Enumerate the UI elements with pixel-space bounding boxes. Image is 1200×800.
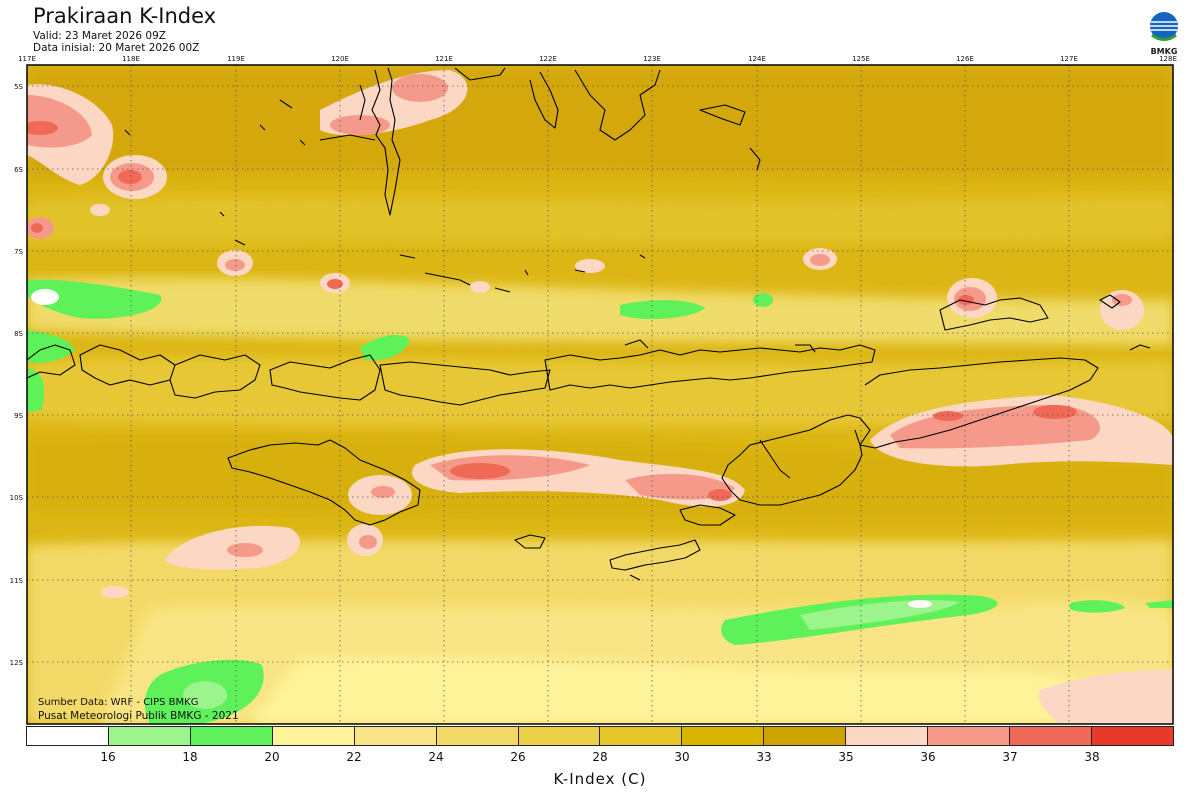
legend-tick-label: 30 — [674, 750, 690, 764]
legend-swatch — [600, 727, 683, 745]
legend-tick-label: 35 — [838, 750, 854, 764]
lon-label: 120E — [331, 55, 349, 63]
lon-label: 128E — [1159, 55, 1177, 63]
legend-swatch — [354, 727, 437, 745]
lat-label: 9S — [14, 412, 23, 420]
color-legend — [26, 726, 1174, 746]
lat-label: 12S — [10, 659, 24, 667]
lon-label: 123E — [643, 55, 661, 63]
logo-text: BMKG — [1151, 47, 1178, 56]
legend-swatch — [108, 727, 191, 745]
k-index-field — [27, 65, 1173, 724]
lat-label: 11S — [10, 577, 24, 585]
lon-label: 122E — [539, 55, 557, 63]
legend-tick-label: 37 — [1002, 750, 1018, 764]
lat-label: 6S — [14, 166, 23, 174]
lat-label: 10S — [10, 494, 24, 502]
lat-label: 5S — [14, 83, 23, 91]
legend-swatch — [764, 727, 847, 745]
lon-label: 117E — [18, 55, 36, 63]
legend-unit: K-Index (C) — [553, 770, 647, 788]
data-source: Sumber Data: WRF - CIPS BMKG — [38, 697, 199, 708]
legend-swatch — [190, 727, 273, 745]
lon-label: 121E — [435, 55, 453, 63]
coastlines — [27, 67, 1151, 581]
lon-label: 126E — [956, 55, 974, 63]
legend-tick-label: 28 — [592, 750, 608, 764]
latitude-labels: 5S 6S 7S 8S 9S 10S 11S 12S — [10, 83, 24, 667]
initial-data-time: Data inisial: 20 Maret 2026 00Z — [33, 42, 200, 54]
lat-label: 7S — [14, 248, 23, 256]
legend-swatch — [928, 727, 1011, 745]
lon-label: 125E — [852, 55, 870, 63]
legend-tick-label: 16 — [100, 750, 116, 764]
legend-tick-label: 38 — [1084, 750, 1100, 764]
lat-label: 8S — [14, 330, 23, 338]
legend-swatch — [682, 727, 765, 745]
lon-label: 127E — [1060, 55, 1078, 63]
legend-tick-label: 22 — [346, 750, 362, 764]
legend-tick-label: 24 — [428, 750, 444, 764]
legend-swatch — [1091, 727, 1173, 745]
legend-tick-label: 26 — [510, 750, 526, 764]
legend-swatch — [436, 727, 519, 745]
legend-tick-label: 20 — [264, 750, 280, 764]
lon-label: 118E — [122, 55, 140, 63]
valid-time: Valid: 23 Maret 2026 09Z — [33, 30, 166, 42]
lon-label: 124E — [748, 55, 766, 63]
legend-tick-label: 33 — [756, 750, 772, 764]
bmkg-logo: BMKG — [1150, 12, 1178, 56]
legend-swatch — [1010, 727, 1092, 745]
legend-swatch — [518, 727, 601, 745]
legend-tick-label: 18 — [182, 750, 198, 764]
legend-swatch — [272, 727, 355, 745]
legend-swatch — [27, 727, 109, 745]
longitude-labels: 117E 118E 119E 120E 121E 122E 123E 124E … — [18, 55, 1177, 63]
graticule — [27, 65, 1173, 724]
page-title: Prakiraan K-Index — [33, 4, 217, 28]
producer-credit: Pusat Meteorologi Publik BMKG - 2021 — [38, 710, 239, 722]
map-frame — [26, 64, 1174, 725]
legend-swatch — [846, 727, 929, 745]
lon-label: 119E — [227, 55, 245, 63]
legend-tick-label: 36 — [920, 750, 936, 764]
